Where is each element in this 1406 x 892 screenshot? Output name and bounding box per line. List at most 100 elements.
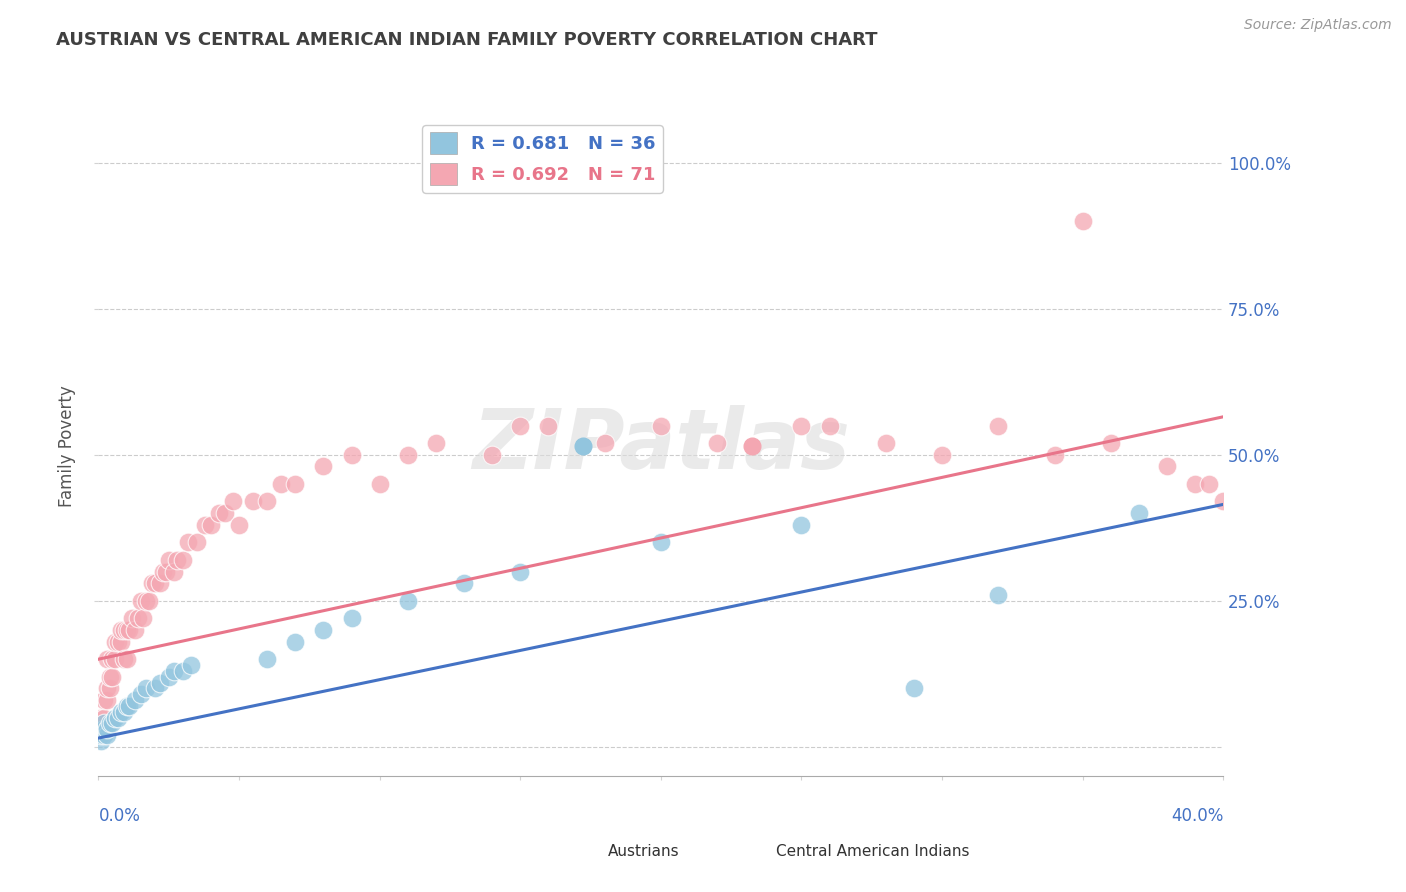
Point [118, 698, 141, 713]
Point [96, 652, 118, 666]
Point [96, 693, 118, 707]
Point [537, 418, 560, 433]
Point [96, 681, 118, 696]
Point [172, 664, 194, 678]
Point [115, 623, 138, 637]
Point [396, 448, 419, 462]
Point [107, 711, 129, 725]
Text: Central American Indians: Central American Indians [776, 845, 970, 859]
Point [186, 535, 208, 549]
Point [115, 652, 138, 666]
Point [1156, 459, 1178, 474]
Point [96, 723, 118, 737]
Legend: R = 0.681   N = 36, R = 0.692   N = 71: R = 0.681 N = 36, R = 0.692 N = 71 [422, 125, 662, 193]
Point [121, 611, 143, 625]
Point [340, 448, 363, 462]
Point [509, 418, 531, 433]
Point [242, 494, 264, 508]
Point [110, 623, 132, 637]
Point [101, 652, 124, 666]
Point [93, 716, 115, 731]
Point [425, 436, 447, 450]
Point [110, 705, 132, 719]
Point [396, 594, 419, 608]
Point [270, 477, 292, 491]
Point [481, 448, 503, 462]
Y-axis label: Family Poverty: Family Poverty [58, 385, 76, 507]
Text: 40.0%: 40.0% [1171, 807, 1223, 825]
Point [149, 576, 172, 591]
Point [256, 494, 278, 508]
Point [124, 693, 146, 707]
Point [112, 652, 135, 666]
Point [143, 576, 166, 591]
Point [104, 711, 127, 725]
Point [141, 576, 163, 591]
Point [115, 698, 138, 713]
Point [222, 494, 245, 508]
Point [706, 436, 728, 450]
Point [200, 517, 222, 532]
Point [166, 553, 188, 567]
Point [143, 681, 166, 696]
Point [1071, 214, 1094, 228]
Text: ZIPatlas: ZIPatlas [472, 406, 849, 486]
Point [93, 723, 115, 737]
Point [98, 716, 121, 731]
Point [818, 418, 841, 433]
Point [593, 436, 616, 450]
Point [1043, 448, 1066, 462]
Point [903, 681, 925, 696]
Point [152, 565, 174, 579]
Point [284, 477, 307, 491]
Point [98, 670, 121, 684]
Point [93, 728, 115, 742]
Point [129, 687, 152, 701]
Point [650, 418, 672, 433]
Point [135, 594, 157, 608]
Point [157, 670, 180, 684]
Point [256, 652, 278, 666]
Point [90, 734, 112, 748]
Point [312, 623, 335, 637]
Point [177, 535, 200, 549]
Point [90, 711, 112, 725]
Point [172, 553, 194, 567]
Point [208, 506, 231, 520]
Point [1198, 477, 1220, 491]
Point [312, 459, 335, 474]
Point [90, 728, 112, 742]
Point [135, 681, 157, 696]
Point [98, 681, 121, 696]
Point [157, 553, 180, 567]
Point [163, 664, 186, 678]
Point [453, 576, 475, 591]
Point [509, 565, 531, 579]
Point [875, 436, 897, 450]
Point [93, 711, 115, 725]
Point [101, 670, 124, 684]
Point [180, 658, 202, 673]
Text: AUSTRIAN VS CENTRAL AMERICAN INDIAN FAMILY POVERTY CORRELATION CHART: AUSTRIAN VS CENTRAL AMERICAN INDIAN FAMI… [56, 31, 877, 49]
Point [194, 517, 217, 532]
Point [1128, 506, 1150, 520]
Point [214, 506, 236, 520]
Point [127, 611, 149, 625]
Point [93, 693, 115, 707]
Point [155, 565, 177, 579]
Point [163, 565, 186, 579]
Point [129, 594, 152, 608]
Point [118, 623, 141, 637]
Point [368, 477, 391, 491]
Point [790, 517, 813, 532]
Point [107, 634, 129, 648]
Point [132, 611, 155, 625]
Point [149, 675, 172, 690]
Point [987, 418, 1010, 433]
Point [931, 448, 953, 462]
Point [284, 634, 307, 648]
Point [340, 611, 363, 625]
Text: 0.0%: 0.0% [98, 807, 141, 825]
Text: Austrians: Austrians [607, 845, 679, 859]
Point [104, 634, 127, 648]
